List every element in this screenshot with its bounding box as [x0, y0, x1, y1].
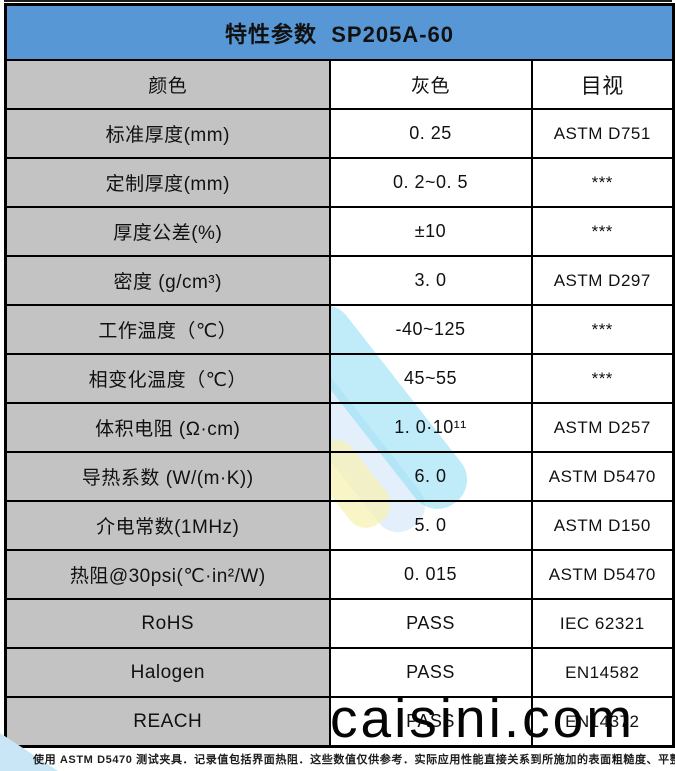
test-method: ***: [530, 353, 675, 404]
param-label: 工作温度（℃）: [4, 304, 331, 355]
param-value: 灰色: [328, 59, 533, 110]
test-method: EN14582: [530, 647, 675, 698]
param-value: 0. 25: [328, 108, 533, 159]
table-title: 特性参数 SP205A-60: [4, 3, 675, 61]
param-label: 密度 (g/cm³): [4, 255, 331, 306]
param-label: 热阻@30psi(℃·in²/W): [4, 549, 331, 600]
table-row: 工作温度（℃） -40~125 ***: [4, 304, 675, 355]
test-method: 目视: [530, 59, 675, 110]
param-value: 0. 2~0. 5: [328, 157, 533, 208]
param-value: PASS: [328, 696, 533, 748]
param-value: 6. 0: [328, 451, 533, 502]
table-row: Halogen PASS EN14582: [4, 647, 675, 698]
param-label: Halogen: [4, 647, 331, 698]
test-method: IEC 62321: [530, 598, 675, 649]
table-row: 定制厚度(mm) 0. 2~0. 5 ***: [4, 157, 675, 208]
param-label: RoHS: [4, 598, 331, 649]
param-label: 介电常数(1MHz): [4, 500, 331, 551]
test-method: ASTM D297: [530, 255, 675, 306]
param-value: ±10: [328, 206, 533, 257]
param-value: 3. 0: [328, 255, 533, 306]
table-row: 体积电阻 (Ω·cm) 1. 0·10¹¹ ASTM D257: [4, 402, 675, 453]
table-row: 介电常数(1MHz) 5. 0 ASTM D150: [4, 500, 675, 551]
test-method: EN14372: [530, 696, 675, 748]
table-row: RoHS PASS IEC 62321: [4, 598, 675, 649]
table-row: 热阻@30psi(℃·in²/W) 0. 015 ASTM D5470: [4, 549, 675, 600]
param-value: PASS: [328, 598, 533, 649]
table-row: 标准厚度(mm) 0. 25 ASTM D751: [4, 108, 675, 159]
test-method: ASTM D257: [530, 402, 675, 453]
param-label: 定制厚度(mm): [4, 157, 331, 208]
param-value: -40~125: [328, 304, 533, 355]
footnote-text: 使用 ASTM D5470 测试夹具．记录值包括界面热阻．这些数值仅供参考．实际…: [33, 754, 675, 766]
param-value: 1. 0·10¹¹: [328, 402, 533, 453]
param-label: 颜色: [4, 59, 331, 110]
test-method: ASTM D751: [530, 108, 675, 159]
test-method: ***: [530, 304, 675, 355]
param-label: 标准厚度(mm): [4, 108, 331, 159]
param-label: 厚度公差(%): [4, 206, 331, 257]
test-method: ***: [530, 206, 675, 257]
table-row: REACH PASS EN14372: [4, 696, 675, 748]
table-header-row: 特性参数 SP205A-60: [4, 3, 675, 61]
param-label: REACH: [4, 696, 331, 748]
param-value: 0. 015: [328, 549, 533, 600]
test-method: ***: [530, 157, 675, 208]
spec-table: 特性参数 SP205A-60 颜色 灰色 目视 标准厚度(mm) 0. 25 A…: [4, 3, 675, 748]
test-method: ASTM D5470: [530, 451, 675, 502]
param-label: 体积电阻 (Ω·cm): [4, 402, 331, 453]
table-row: 密度 (g/cm³) 3. 0 ASTM D297: [4, 255, 675, 306]
test-method: ASTM D5470: [530, 549, 675, 600]
table-row: 颜色 灰色 目视: [4, 59, 675, 110]
test-method: ASTM D150: [530, 500, 675, 551]
table-row: 相变化温度（℃） 45~55 ***: [4, 353, 675, 404]
param-label: 导热系数 (W/(m·K)): [4, 451, 331, 502]
table-row: 导热系数 (W/(m·K)) 6. 0 ASTM D5470: [4, 451, 675, 502]
site-watermark-text: caisini.com: [330, 687, 636, 749]
param-value: 45~55: [328, 353, 533, 404]
table-row: 厚度公差(%) ±10 ***: [4, 206, 675, 257]
param-value: 5. 0: [328, 500, 533, 551]
param-value: PASS: [328, 647, 533, 698]
param-label: 相变化温度（℃）: [4, 353, 331, 404]
top-divider: [4, 0, 672, 2]
